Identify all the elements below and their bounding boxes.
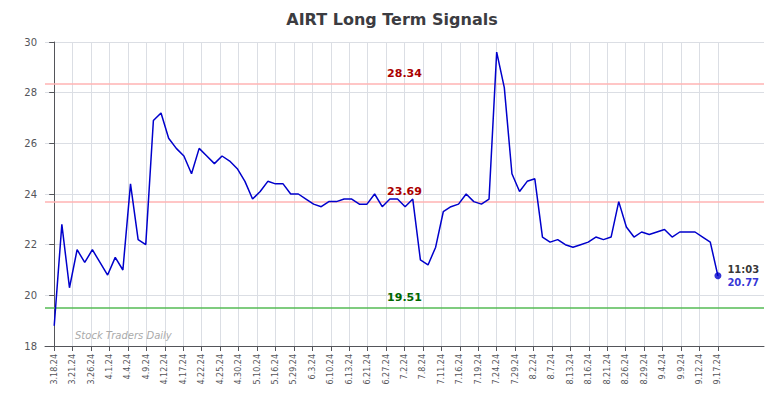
svg-text:8.7.24: 8.7.24 [547, 354, 556, 379]
svg-text:20: 20 [24, 290, 37, 301]
svg-text:6.10.24: 6.10.24 [326, 354, 335, 385]
svg-text:26: 26 [24, 138, 37, 149]
svg-text:9.17.24: 9.17.24 [713, 354, 722, 385]
svg-text:24: 24 [24, 189, 37, 200]
svg-text:7.2.24: 7.2.24 [400, 354, 409, 379]
svg-text:4.4.24: 4.4.24 [123, 354, 132, 379]
svg-text:9.9.24: 9.9.24 [677, 354, 686, 379]
svg-text:8.26.24: 8.26.24 [621, 354, 630, 385]
svg-text:4.17.24: 4.17.24 [179, 354, 188, 385]
svg-text:3.26.24: 3.26.24 [87, 354, 96, 385]
svg-text:30: 30 [24, 37, 37, 48]
svg-text:23.69: 23.69 [387, 185, 422, 198]
svg-text:20.77: 20.77 [727, 277, 759, 288]
svg-text:4.9.24: 4.9.24 [142, 354, 151, 379]
svg-text:4.1.24: 4.1.24 [105, 354, 114, 379]
svg-text:7.19.24: 7.19.24 [474, 354, 483, 385]
svg-text:18: 18 [24, 341, 37, 352]
svg-text:9.4.24: 9.4.24 [658, 354, 667, 379]
svg-text:7.16.24: 7.16.24 [455, 354, 464, 385]
svg-text:4.12.24: 4.12.24 [160, 354, 169, 385]
svg-text:3.21.24: 3.21.24 [68, 354, 77, 385]
svg-text:5.16.24: 5.16.24 [271, 354, 280, 385]
svg-text:8.2.24: 8.2.24 [529, 354, 538, 379]
svg-text:5.10.24: 5.10.24 [253, 354, 262, 385]
svg-text:11:03: 11:03 [727, 264, 759, 275]
svg-text:4.25.24: 4.25.24 [216, 354, 225, 385]
svg-text:8.16.24: 8.16.24 [584, 354, 593, 385]
svg-text:22: 22 [24, 239, 37, 250]
svg-text:8.21.24: 8.21.24 [603, 354, 612, 385]
svg-text:4.30.24: 4.30.24 [234, 354, 243, 385]
svg-text:AIRT Long Term Signals: AIRT Long Term Signals [286, 10, 497, 29]
svg-text:3.18.24: 3.18.24 [50, 354, 59, 385]
svg-text:8.29.24: 8.29.24 [640, 354, 649, 385]
svg-text:28.34: 28.34 [387, 67, 422, 80]
svg-text:9.12.24: 9.12.24 [695, 354, 704, 385]
svg-text:8.13.24: 8.13.24 [566, 354, 575, 385]
svg-text:6.13.24: 6.13.24 [345, 354, 354, 385]
svg-text:6.3.24: 6.3.24 [308, 354, 317, 379]
svg-text:19.51: 19.51 [387, 291, 422, 304]
svg-text:28: 28 [24, 87, 37, 98]
svg-text:4.22.24: 4.22.24 [197, 354, 206, 385]
svg-text:7.24.24: 7.24.24 [492, 354, 501, 385]
svg-text:7.29.24: 7.29.24 [511, 354, 520, 385]
svg-text:5.29.24: 5.29.24 [289, 354, 298, 385]
svg-text:7.8.24: 7.8.24 [418, 354, 427, 379]
svg-text:Stock Traders Daily: Stock Traders Daily [75, 330, 173, 341]
svg-text:7.11.24: 7.11.24 [437, 354, 446, 385]
svg-text:6.27.24: 6.27.24 [382, 354, 391, 385]
svg-text:6.21.24: 6.21.24 [363, 354, 372, 385]
